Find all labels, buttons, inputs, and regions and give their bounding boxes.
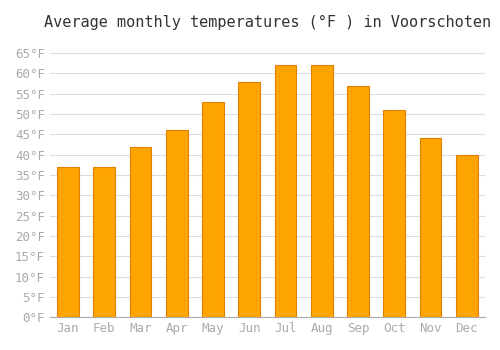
Bar (238, 82, 260, 317)
Bar (384, 110, 405, 317)
Bar (166, 130, 188, 317)
Bar (202, 102, 224, 317)
Bar (311, 65, 332, 317)
Bar (420, 138, 442, 317)
Bar (274, 65, 296, 317)
Bar (130, 147, 152, 317)
Bar (456, 155, 477, 317)
Bar (57, 167, 79, 317)
Title: Average monthly temperatures (°F ) in Voorschoten: Average monthly temperatures (°F ) in Vo… (44, 15, 491, 30)
Bar (347, 86, 369, 317)
Bar (94, 167, 115, 317)
